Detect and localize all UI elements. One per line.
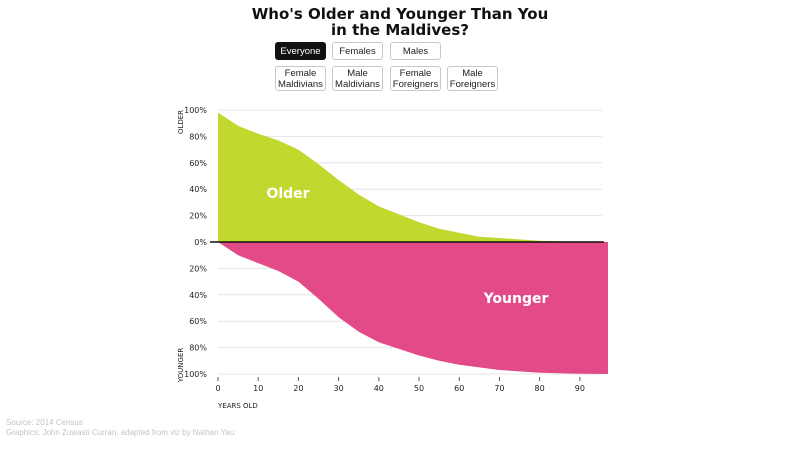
x-tick-label: 80 [535,384,545,393]
y-tick-label: 100% [184,370,207,379]
older-area-label: Older [266,186,309,202]
y-tick-label: 80% [189,132,207,141]
x-tick-label: 10 [253,384,263,393]
x-tick-label: 70 [494,384,504,393]
x-tick-label: 40 [374,384,384,393]
y-tick-label: 20% [189,264,207,273]
y-tick-label: 0% [194,238,207,247]
y-axis: 100% 80% 60% 40% 20% 0% 20% 40% 60% 80% 100% [184,106,207,379]
x-axis: 0 10 20 30 40 50 60 70 80 90 [215,377,585,393]
y-tick-label: 40% [189,185,207,194]
younger-area-label: Younger [483,291,549,307]
filter-males-button[interactable]: Males [390,42,441,60]
x-tick-label: 50 [414,384,424,393]
y-axis-label-younger: YOUNGER [177,348,185,384]
credits-line: Graphics: John Zuwasti Curran, adapted f… [6,428,235,437]
y-tick-label: 100% [184,106,207,115]
y-axis-label-older: OLDER [177,110,185,134]
source-line: Source: 2014 Census [6,418,83,427]
younger-area [218,242,608,374]
x-tick-label: 30 [334,384,344,393]
filter-male-foreigners-button[interactable]: Male Foreigners [447,66,498,91]
y-tick-label: 60% [189,159,207,168]
chart-title-line1: Who's Older and Younger Than You [251,5,549,23]
y-tick-label: 80% [189,344,207,353]
chart-title: Who's Older and Younger Than You in the … [0,6,800,38]
x-tick-label: 20 [293,384,303,393]
filter-female-foreigners-button[interactable]: Female Foreigners [390,66,441,91]
older-area [218,112,608,242]
x-axis-label: YEARS OLD [217,402,258,410]
filter-female-maldivians-button[interactable]: Female Maldivians [275,66,326,91]
y-tick-label: 40% [189,291,207,300]
x-tick-label: 90 [575,384,585,393]
x-tick-label: 0 [215,384,220,393]
y-tick-label: 20% [189,212,207,221]
x-tick-label: 60 [454,384,464,393]
filter-male-maldivians-button[interactable]: Male Maldivians [332,66,383,91]
source-note: Source: 2014 Census Graphics: John Zuwas… [6,418,234,438]
chart-title-line2: in the Maldives? [331,21,469,39]
y-tick-label: 60% [189,317,207,326]
filter-females-button[interactable]: Females [332,42,383,60]
filter-everyone-button[interactable]: Everyone [275,42,326,60]
